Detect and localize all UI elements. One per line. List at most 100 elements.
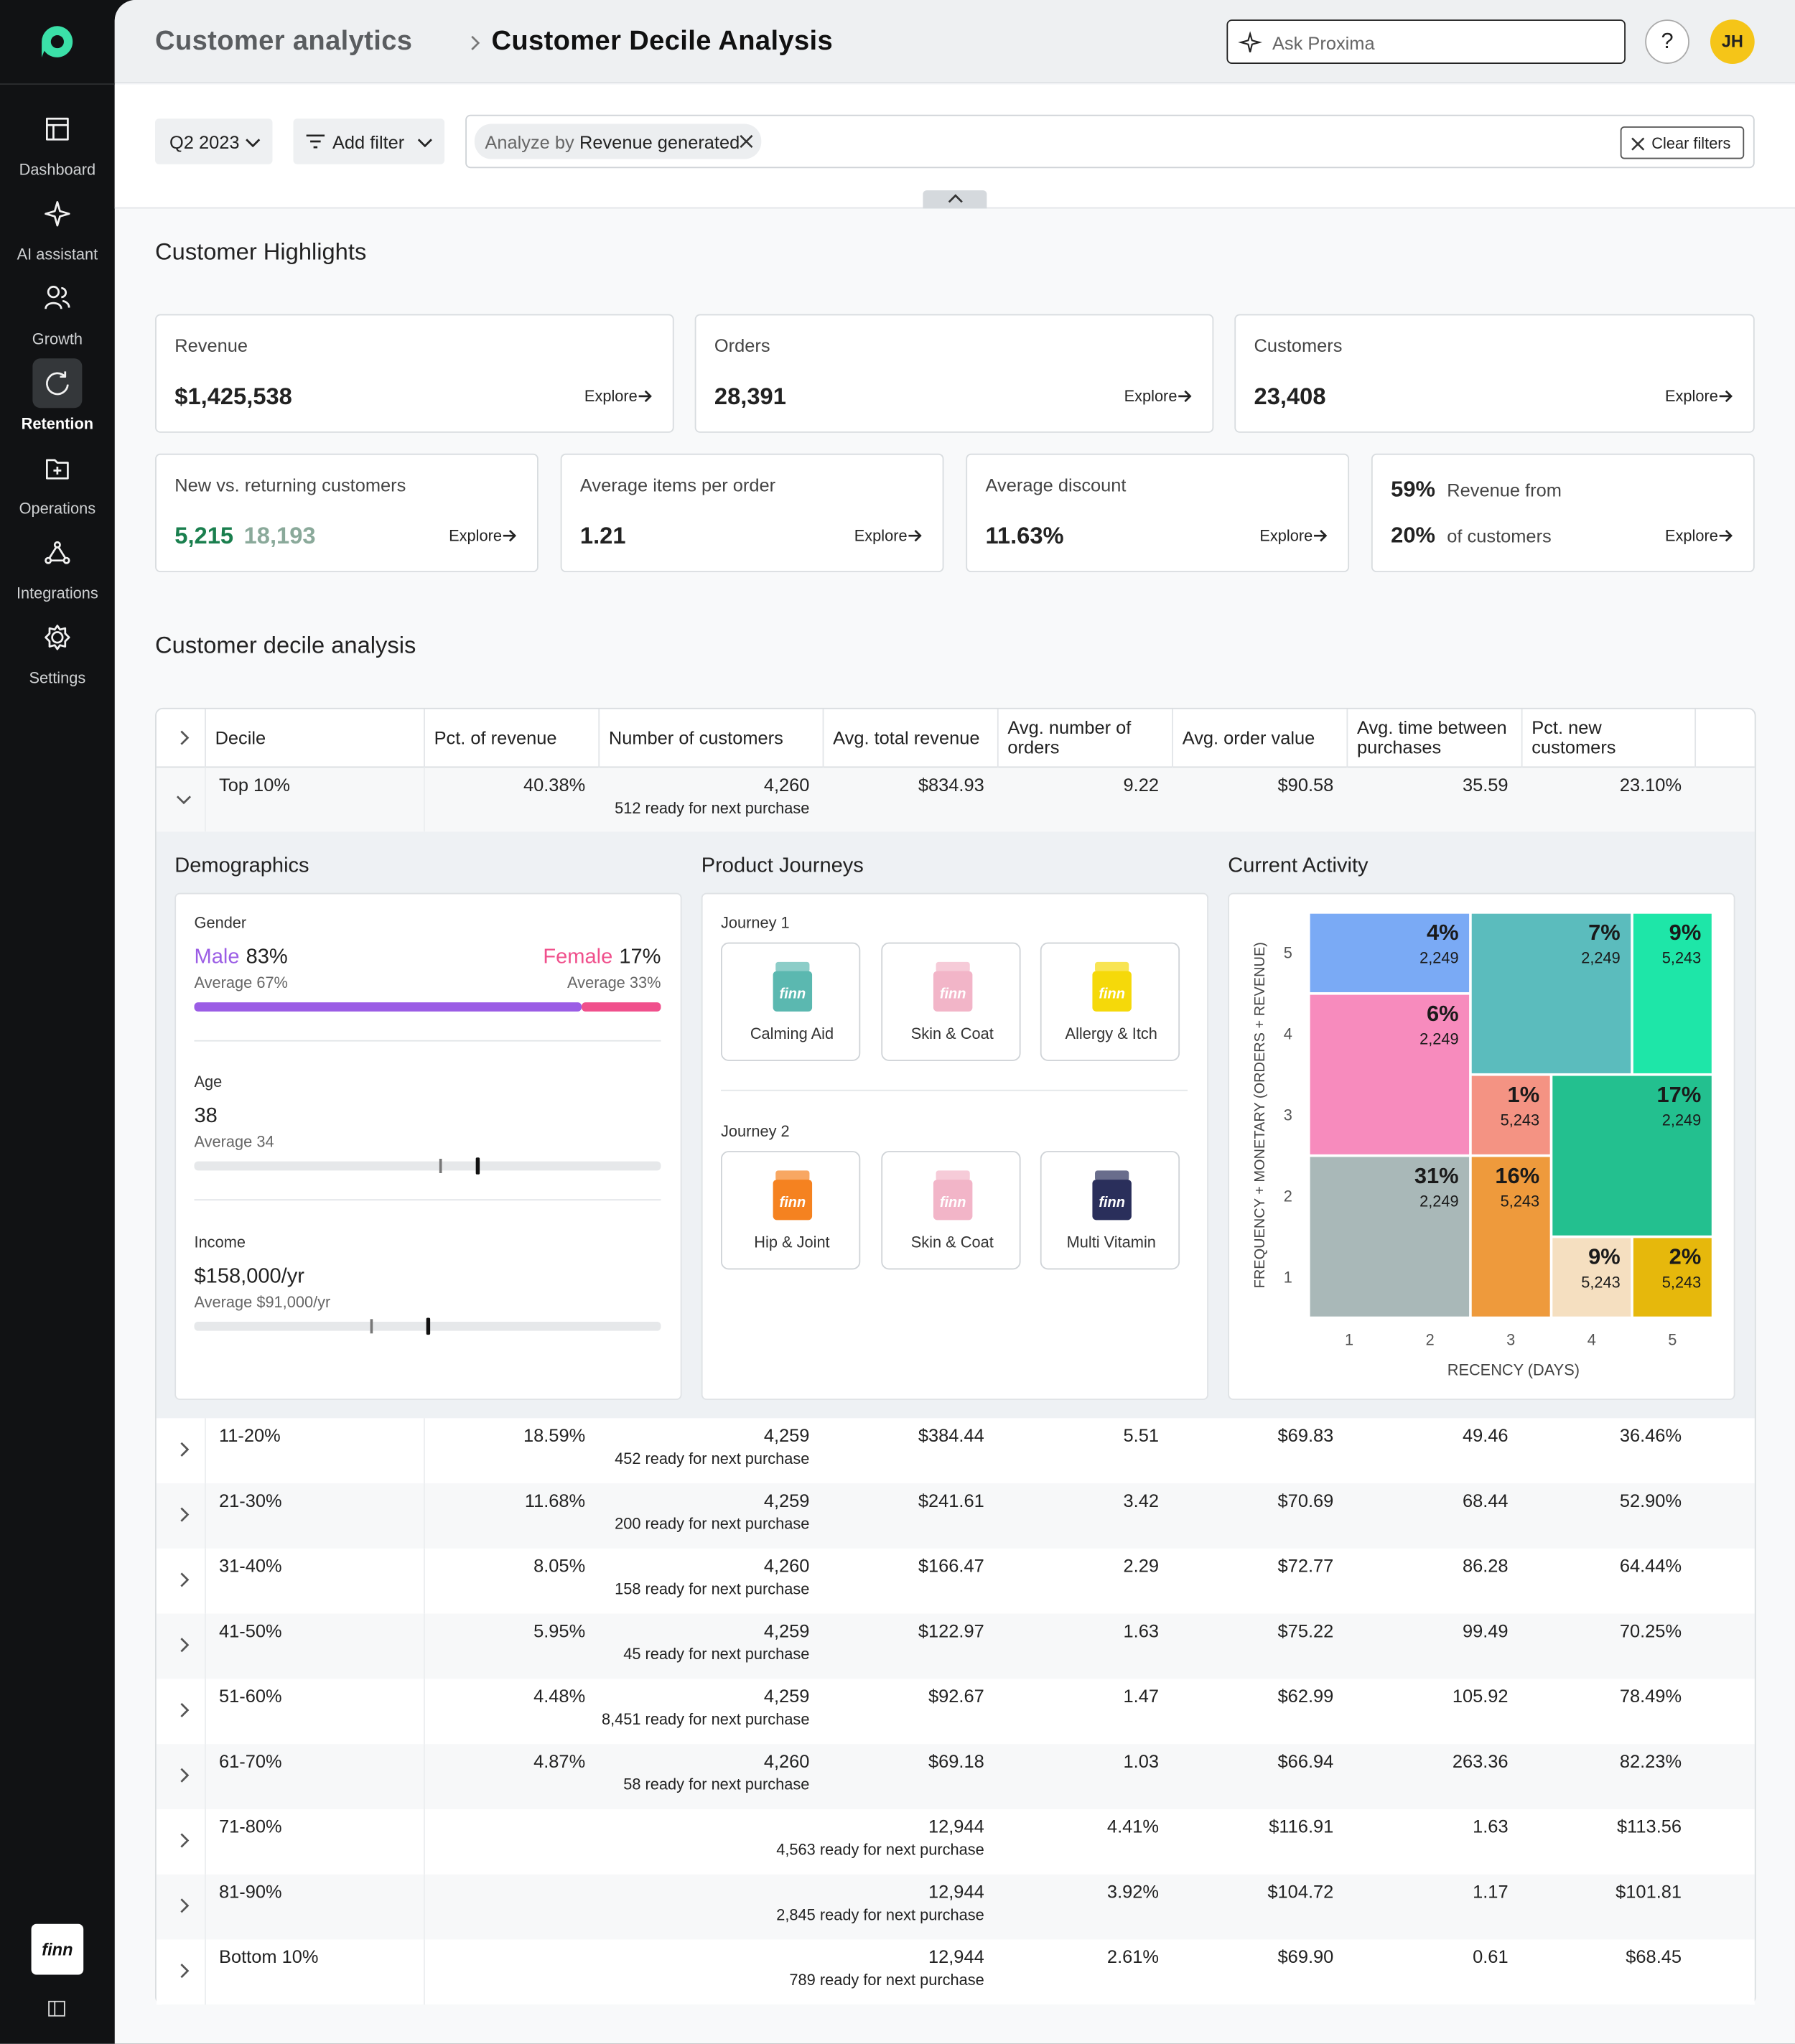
- product-jar: finn: [933, 961, 973, 1012]
- clear-filters-button[interactable]: Clear filters: [1620, 126, 1745, 159]
- nav-item[interactable]: Settings: [0, 609, 115, 690]
- cell-count: 2,249: [1419, 1030, 1458, 1048]
- nav-item[interactable]: Operations: [0, 439, 115, 521]
- table-row[interactable]: [156, 1744, 1755, 1809]
- table-row[interactable]: [156, 1548, 1755, 1614]
- column-header-text: Number of customers: [608, 727, 783, 748]
- jar-brand: finn: [940, 986, 966, 1002]
- x-axis-label: RECENCY (DAYS): [1447, 1361, 1580, 1378]
- metric-card: [560, 453, 944, 573]
- arrow-path: [1178, 390, 1192, 403]
- cell-percent: 6%: [1427, 1001, 1459, 1026]
- explore-text: Explore: [449, 526, 502, 545]
- filter-chip[interactable]: [474, 123, 762, 159]
- jar-brand: finn: [1099, 1195, 1125, 1210]
- chevron-icon: [180, 730, 190, 745]
- product-tile[interactable]: finn Skin & Coat: [881, 942, 1021, 1061]
- explore-link[interactable]: Explore: [1637, 382, 1741, 411]
- chip-close-icon: [740, 134, 753, 149]
- panel-title: Demographics: [174, 854, 309, 877]
- explore-link[interactable]: Explore: [1096, 382, 1200, 411]
- brand-text: finn: [42, 1938, 73, 1959]
- decile-label: 81-90%: [219, 1880, 282, 1902]
- explore-link[interactable]: Explore: [1637, 521, 1741, 550]
- period-select[interactable]: Q2 2023: [155, 118, 273, 164]
- divider: [194, 1040, 661, 1042]
- table-row[interactable]: [156, 767, 1755, 832]
- column-header-text: Pct. of revenue: [434, 727, 557, 748]
- column-header[interactable]: Pct. new customers: [1531, 708, 1687, 768]
- nav-item[interactable]: Dashboard: [0, 101, 115, 182]
- gender-bar-male: [194, 1002, 582, 1012]
- column-header-text: Avg. total revenue: [833, 727, 980, 748]
- nav-item[interactable]: AI assistant: [0, 185, 115, 266]
- table-cell: $72.77: [1277, 1554, 1334, 1576]
- cell-percent: 7%: [1588, 920, 1621, 945]
- average-note: Average $91,000/yr: [194, 1293, 331, 1312]
- column-header-text: Decile: [215, 727, 266, 748]
- explore-link[interactable]: Explore: [1232, 521, 1336, 550]
- add-filter-button[interactable]: Add filter: [293, 118, 445, 164]
- product-tile[interactable]: finn Allergy & Itch: [1040, 942, 1180, 1061]
- chevron-path: [180, 1507, 190, 1522]
- chevron-icon: [471, 35, 480, 50]
- table-cell: 4.48%: [533, 1685, 586, 1707]
- explore-link[interactable]: Explore: [826, 521, 931, 550]
- help-button[interactable]: ?: [1645, 19, 1689, 64]
- jar-lid: [1095, 1170, 1129, 1181]
- gender-bar: [194, 1002, 661, 1012]
- column-header[interactable]: Avg. total revenue: [833, 708, 989, 768]
- chevron-icon: [947, 194, 962, 203]
- table-cell: 12,944: [928, 1816, 984, 1837]
- table-cell: $384.44: [918, 1424, 984, 1446]
- product-tile[interactable]: finn Multi Vitamin: [1040, 1151, 1180, 1270]
- product-tile[interactable]: finn Hip & Joint: [720, 1151, 861, 1270]
- nav-label: Integrations: [16, 584, 98, 602]
- user-avatar[interactable]: JH: [1710, 19, 1755, 64]
- column-divider: [1694, 709, 1697, 768]
- column-header[interactable]: Avg. order value: [1183, 708, 1339, 768]
- table-row[interactable]: [156, 1483, 1755, 1549]
- metric-label: of customers: [1447, 525, 1552, 546]
- table-cell: 12,944: [928, 1880, 984, 1902]
- ready-note: 45 ready for next purchase: [623, 1645, 810, 1663]
- column-header[interactable]: Avg. number of orders: [1007, 708, 1164, 768]
- explore-link[interactable]: Explore: [556, 382, 661, 411]
- nav-item[interactable]: Growth: [0, 270, 115, 351]
- column-header[interactable]: Number of customers: [609, 708, 815, 768]
- table-row[interactable]: [156, 1939, 1755, 2005]
- table-cell: 4.41%: [1106, 1816, 1160, 1837]
- collapse-tab[interactable]: [923, 190, 987, 209]
- nav-item[interactable]: Retention: [0, 355, 115, 436]
- arrow-path: [638, 390, 652, 403]
- column-divider: [1172, 709, 1173, 768]
- product-tile[interactable]: finn Calming Aid: [720, 942, 861, 1061]
- product-tile[interactable]: finn Skin & Coat: [881, 1151, 1021, 1270]
- ready-note: 789 ready for next purchase: [789, 1971, 984, 1989]
- metric-label: Average discount: [985, 474, 1127, 495]
- cell-divider: [424, 1418, 425, 1484]
- table-row[interactable]: [156, 1874, 1755, 1940]
- table-cell: $69.90: [1277, 1946, 1334, 1967]
- column-header[interactable]: Avg. time between purchases: [1357, 708, 1514, 768]
- cell-count: 5,243: [1501, 1111, 1539, 1129]
- nav-item[interactable]: Integrations: [0, 524, 115, 605]
- table-row[interactable]: [156, 1679, 1755, 1745]
- column-header[interactable]: Pct. of revenue: [434, 708, 591, 768]
- metric-label: Revenue: [174, 335, 248, 356]
- table-row[interactable]: [156, 1418, 1755, 1484]
- column-header[interactable]: Decile: [215, 708, 416, 768]
- ready-note: 158 ready for next purchase: [615, 1579, 810, 1598]
- chevron-icon: [180, 1572, 190, 1587]
- cell-count: 5,243: [1662, 949, 1701, 967]
- search-box[interactable]: Ask Proxima: [1226, 19, 1626, 64]
- table-cell: 2.29: [1123, 1554, 1160, 1576]
- explore-link[interactable]: Explore: [421, 521, 525, 550]
- table-row[interactable]: [156, 1613, 1755, 1679]
- table-row[interactable]: [156, 1809, 1755, 1875]
- x-tick-label: 2: [1426, 1331, 1435, 1349]
- product-jar: finn: [773, 961, 813, 1012]
- filter-icon-path: [306, 134, 325, 149]
- metric-value: 23,408: [1254, 383, 1326, 410]
- chevron-path: [180, 730, 190, 745]
